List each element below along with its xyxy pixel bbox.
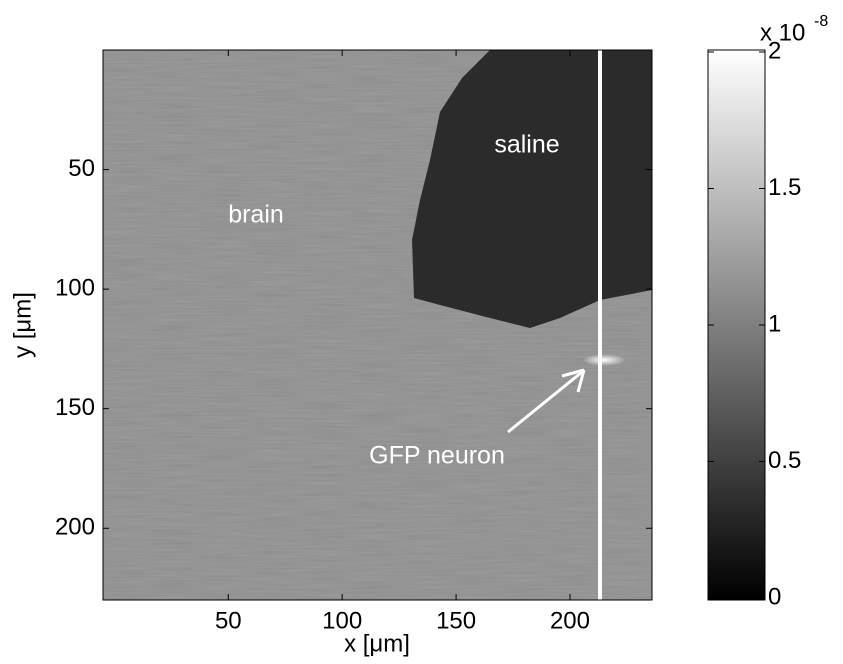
- colorbar-tick-label: 1.5: [768, 174, 801, 201]
- colorbar-exponent: x 10: [760, 19, 805, 46]
- y-tick-label: 100: [55, 274, 95, 301]
- annotation: brain: [228, 201, 284, 229]
- annotation: saline: [494, 131, 559, 159]
- x-tick-label: 150: [436, 607, 476, 634]
- colorbar: [708, 50, 765, 600]
- page: {"chart_data": {"type": "image", "x_labe…: [0, 0, 843, 659]
- x-tick-label: 200: [550, 607, 590, 634]
- y-tick-label: 150: [55, 394, 95, 421]
- colorbar-tick-label: 0.5: [768, 447, 801, 474]
- colorbar-tick-label: 0: [768, 583, 781, 610]
- chart: saline brain GFP neuron x [μm] y [μm] x …: [0, 0, 843, 659]
- y-axis-label: y [μm]: [9, 292, 36, 358]
- annotation: GFP neuron: [369, 442, 505, 470]
- image: [103, 50, 652, 600]
- x-axis-label: x [μm]: [344, 630, 410, 657]
- y-tick-label: 50: [68, 155, 95, 182]
- colorbar-exponent-power: -8: [814, 13, 828, 30]
- colorbar-tick-label: 2: [768, 37, 781, 64]
- neuron-spot: [582, 354, 626, 366]
- y-tick-label: 200: [55, 514, 95, 541]
- colorbar-tick-label: 1: [768, 310, 781, 337]
- x-tick-label: 50: [215, 607, 242, 634]
- x-tick-label: 100: [322, 607, 362, 634]
